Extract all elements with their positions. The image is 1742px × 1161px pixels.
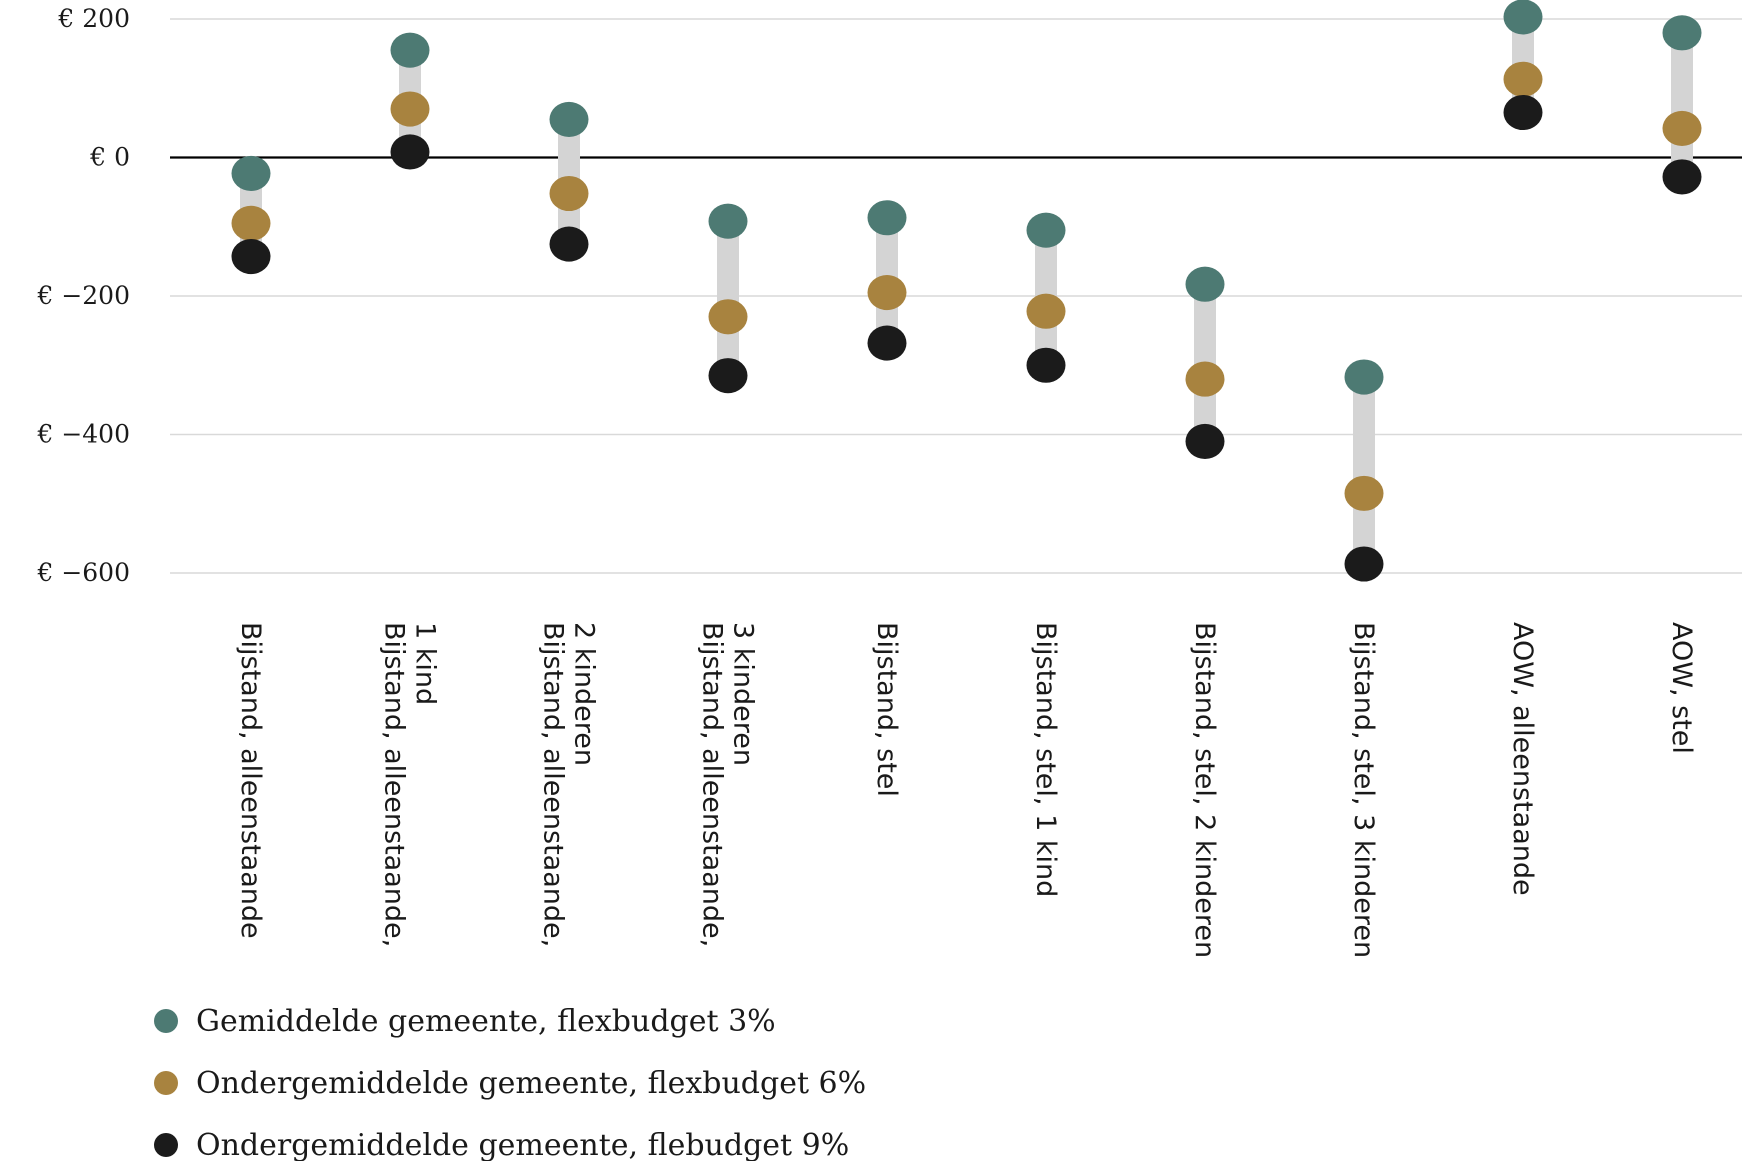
range-bars	[240, 16, 1693, 564]
data-point-series-2	[708, 299, 748, 335]
category-label-group: Bijstand, stel, 2 kinderen	[1189, 622, 1220, 958]
data-point-series-1	[231, 155, 271, 191]
category-label: 1 kind	[410, 622, 441, 705]
y-tick-label: € 0	[89, 143, 130, 172]
range-bar	[1353, 377, 1375, 564]
data-point-series-3	[549, 226, 589, 262]
gridlines	[170, 18, 1742, 574]
data-point-series-1	[549, 101, 589, 137]
category-label-group: AOW, alleenstaande	[1507, 622, 1538, 896]
data-point-series-1	[1662, 15, 1702, 51]
category-label-group: Bijstand, stel, 1 kind	[1030, 622, 1061, 897]
data-point-series-1	[1026, 212, 1066, 248]
category-label: 2 kinderen	[569, 622, 600, 766]
y-tick-label: € −400	[36, 420, 130, 449]
legend-label: Gemiddelde gemeente, flexbudget 3%	[196, 1004, 776, 1039]
category-label-group: Bijstand, alleenstaande	[235, 622, 266, 939]
data-point-series-2	[1185, 361, 1225, 397]
legend-marker	[154, 1133, 178, 1157]
data-point-series-3	[390, 134, 430, 170]
category-label-group: Bijstand, stel, 3 kinderen	[1348, 622, 1379, 958]
data-point-series-3	[867, 325, 907, 361]
range-bar	[1671, 32, 1693, 177]
data-point-series-2	[1026, 293, 1066, 329]
data-point-series-2	[867, 274, 907, 311]
legend-label: Ondergemiddelde gemeente, flebudget 9%	[196, 1128, 849, 1161]
category-label: Bijstand, stel, 3 kinderen	[1348, 622, 1379, 958]
range-bar	[717, 221, 739, 376]
legend-marker	[154, 1009, 178, 1033]
data-point-series-1	[1344, 359, 1384, 395]
y-tick-label: € −200	[36, 281, 130, 310]
y-tick-label: € −600	[36, 558, 130, 587]
category-labels: Bijstand, alleenstaande Bijstand, alleens…	[235, 622, 1697, 958]
data-point-series-3	[1662, 159, 1702, 195]
data-point-series-3	[1344, 546, 1384, 582]
data-point-series-2	[231, 205, 271, 241]
category-label: Bijstand, stel	[871, 622, 902, 797]
legend-label: Ondergemiddelde gemeente, flexbudget 6%	[196, 1066, 866, 1101]
category-label: AOW, stel	[1666, 622, 1697, 754]
category-label-group: Bijstand, alleenstaande, 1 kind	[379, 622, 441, 947]
data-point-series-1	[708, 203, 748, 239]
data-point-series-1	[1185, 266, 1225, 302]
category-label-group: Bijstand, stel	[871, 622, 902, 797]
data-point-series-3	[1185, 423, 1225, 459]
data-point-series-3	[1503, 94, 1543, 131]
category-label: Bijstand, alleenstaande,	[538, 622, 569, 947]
data-point-series-2	[549, 175, 589, 212]
category-label: Bijstand, stel, 2 kinderen	[1189, 622, 1220, 958]
data-point-series-3	[231, 238, 271, 275]
data-point-series-2	[390, 91, 430, 127]
category-label: Bijstand, alleenstaande,	[379, 622, 410, 947]
category-label: 3 kinderen	[728, 622, 759, 766]
category-label: AOW, alleenstaande	[1507, 622, 1538, 896]
category-label: Bijstand, alleenstaande	[235, 622, 266, 939]
data-point-series-2	[1344, 475, 1384, 511]
category-label: Bijstand, alleenstaande,	[697, 622, 728, 947]
data-point-series-1	[867, 200, 907, 236]
y-axis-ticks: € 200 € 0 € −200 € −400 € −600	[36, 4, 130, 587]
data-point-series-1	[390, 32, 430, 68]
data-points	[231, 0, 1702, 582]
data-point-series-3	[708, 358, 748, 394]
category-label-group: AOW, stel	[1666, 622, 1697, 754]
data-point-series-2	[1662, 110, 1702, 146]
category-label-group: Bijstand, alleenstaande, 2 kinderen	[538, 622, 600, 947]
y-tick-label: € 200	[57, 4, 130, 33]
data-point-series-3	[1026, 347, 1066, 383]
category-label-group: Bijstand, alleenstaande, 3 kinderen	[697, 622, 759, 947]
data-point-series-1	[1503, 0, 1543, 35]
category-label: Bijstand, stel, 1 kind	[1030, 622, 1061, 897]
data-point-series-2	[1503, 61, 1543, 97]
legend: Gemiddelde gemeente, flexbudget 3% Onderg…	[154, 1004, 866, 1161]
legend-marker	[154, 1071, 178, 1095]
